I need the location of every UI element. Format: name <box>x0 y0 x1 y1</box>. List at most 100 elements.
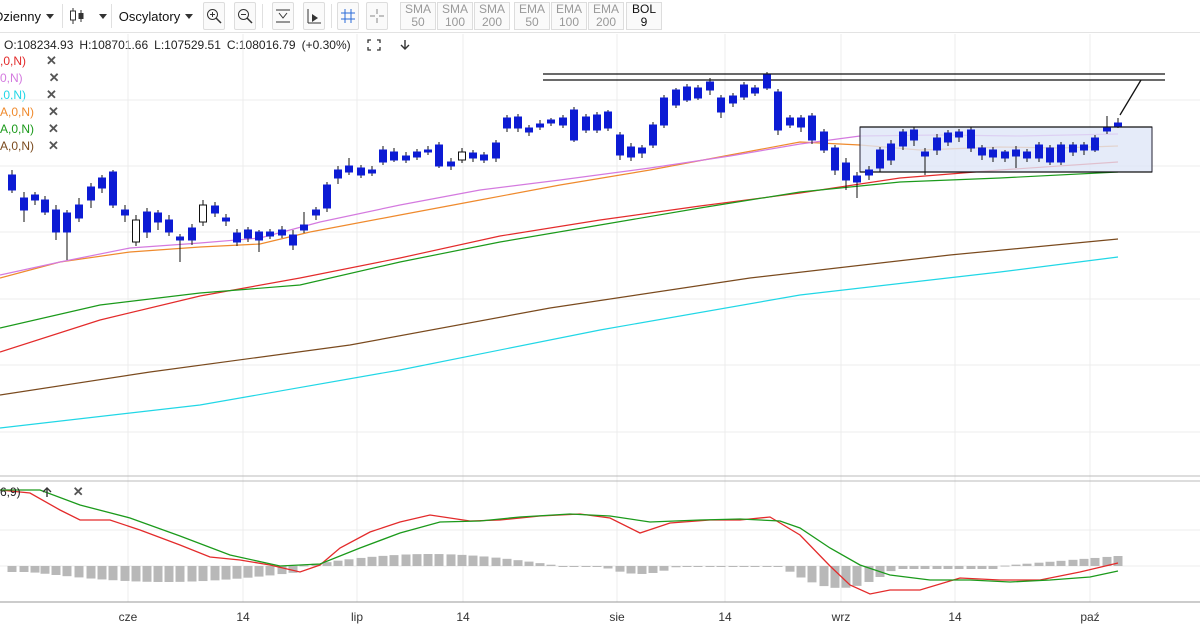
candle-type-icon[interactable] <box>66 2 88 30</box>
candle-body <box>492 142 500 159</box>
candle-body <box>876 149 884 169</box>
ma-button-sma-200[interactable]: SMA 200 <box>474 2 510 30</box>
ma-button-ema-200[interactable]: EMA 200 <box>588 2 624 30</box>
ma-button-kind: EMA <box>592 2 619 16</box>
macd-histogram-bar <box>615 566 625 572</box>
macd-histogram-bar <box>74 566 84 578</box>
candle-body <box>547 119 555 124</box>
ma-button-bol-9[interactable]: BOL 9 <box>626 2 662 30</box>
macd-histogram-bar <box>762 566 772 567</box>
autoscale-button[interactable] <box>303 2 325 30</box>
chart-type-dropdown[interactable] <box>92 2 108 30</box>
x-axis-labels: cze 14 lip 14 sie 14 wrz 14 paź <box>119 610 1100 624</box>
candle-body <box>694 87 702 99</box>
candle-body <box>188 227 196 241</box>
candle-body <box>390 151 398 161</box>
macd-histogram-bar <box>705 566 715 567</box>
macd-histogram-bar <box>819 566 829 587</box>
fit-range-button[interactable] <box>272 2 294 30</box>
remove-indicator-icon[interactable]: ✕ <box>48 70 60 85</box>
macd-histogram-bar <box>852 566 862 586</box>
x-axis-tick-label: 14 <box>456 610 470 624</box>
macd-histogram-bar <box>356 557 366 566</box>
macd-histogram-bar <box>785 566 795 572</box>
arrow-down-icon[interactable] <box>399 39 411 51</box>
macd-histogram-bar <box>513 560 523 566</box>
candle-body <box>211 205 219 214</box>
ma-button-sma-50[interactable]: SMA 50 <box>400 2 436 30</box>
macd-histogram-bar <box>920 566 930 569</box>
legend-row: A,0,N) ✕ <box>0 104 59 120</box>
candle-body <box>176 236 184 241</box>
candle-body <box>536 123 544 128</box>
remove-indicator-icon[interactable]: ✕ <box>46 53 57 68</box>
candle-body <box>1046 147 1054 163</box>
macd-histogram-bar <box>966 566 976 569</box>
candle-body <box>899 131 907 147</box>
macd-histogram-bar <box>210 566 220 581</box>
ma-button-sma-100[interactable]: SMA 100 <box>437 2 473 30</box>
macd-histogram-bar <box>909 566 919 569</box>
macd-histogram-bar <box>378 555 388 566</box>
ma-button-ema-50[interactable]: EMA 50 <box>514 2 550 30</box>
remove-indicator-icon[interactable]: ✕ <box>48 121 59 136</box>
candle-body <box>233 232 241 243</box>
candle-body <box>63 212 71 233</box>
candle-body <box>199 204 207 223</box>
candle-body <box>649 124 657 146</box>
ma-line <box>0 133 1119 276</box>
fit-range-icon <box>276 9 290 23</box>
macd-histogram-bar <box>401 554 411 566</box>
arrow-up-icon[interactable] <box>41 486 53 498</box>
macd-histogram-bar <box>898 566 908 569</box>
ma-line <box>0 141 1119 279</box>
candle-body <box>312 209 320 216</box>
candle-body <box>413 151 421 158</box>
candle-body <box>740 84 748 98</box>
candle-body <box>582 116 590 131</box>
ma-button-ema-100[interactable]: EMA 100 <box>551 2 587 30</box>
grid-toggle-button[interactable] <box>337 2 359 30</box>
ma-button-kind: SMA <box>441 2 468 16</box>
macd-histogram-bar <box>198 566 208 582</box>
legend-label: A,0,N) <box>0 105 35 119</box>
macd-histogram-bar <box>954 566 964 569</box>
candle-body <box>1080 144 1088 151</box>
crosshair-button[interactable] <box>366 2 388 30</box>
candle-body <box>774 91 782 131</box>
macd-histogram-bar <box>841 566 851 588</box>
candle-body <box>820 131 828 151</box>
legend-label: A,0,N) <box>0 122 35 136</box>
ma-line <box>0 256 1119 429</box>
macd-legend: 6,9) ✕ <box>0 484 84 500</box>
chevron-down-icon <box>185 13 194 19</box>
macd-histogram-bar <box>131 566 141 582</box>
macd-histogram-bar <box>728 566 738 567</box>
close-icon[interactable]: ✕ <box>72 484 84 499</box>
candle-body <box>672 89 680 106</box>
zoom-out-icon <box>238 9 253 24</box>
macd-histogram-bar <box>344 559 354 566</box>
legend-row: ,0,N) ✕ <box>0 87 57 103</box>
candle-body <box>751 87 759 94</box>
interval-dropdown[interactable]: Dzienny <box>0 2 58 30</box>
zoom-out-button[interactable] <box>234 2 256 30</box>
remove-indicator-icon[interactable]: ✕ <box>46 87 57 102</box>
ma-button-kind: SMA <box>478 2 505 16</box>
zoom-in-button[interactable] <box>203 2 225 30</box>
remove-indicator-icon[interactable]: ✕ <box>48 138 59 153</box>
ma-line <box>0 238 1119 396</box>
macd-histogram-bar <box>592 566 602 567</box>
macd-histogram-bar <box>988 566 998 569</box>
ohlc-low: L:107529.51 <box>154 38 221 52</box>
macd-histogram-bar <box>62 566 72 577</box>
legend-label: ,0,N) <box>0 54 27 68</box>
remove-indicator-icon[interactable]: ✕ <box>48 104 59 119</box>
macd-histogram-bar <box>750 566 760 567</box>
oscillators-dropdown[interactable]: Oscylatory <box>116 2 196 30</box>
range-box <box>859 126 1153 173</box>
fullscreen-icon[interactable] <box>366 39 381 51</box>
chart-grid <box>0 34 1200 602</box>
candle-body <box>278 229 286 236</box>
